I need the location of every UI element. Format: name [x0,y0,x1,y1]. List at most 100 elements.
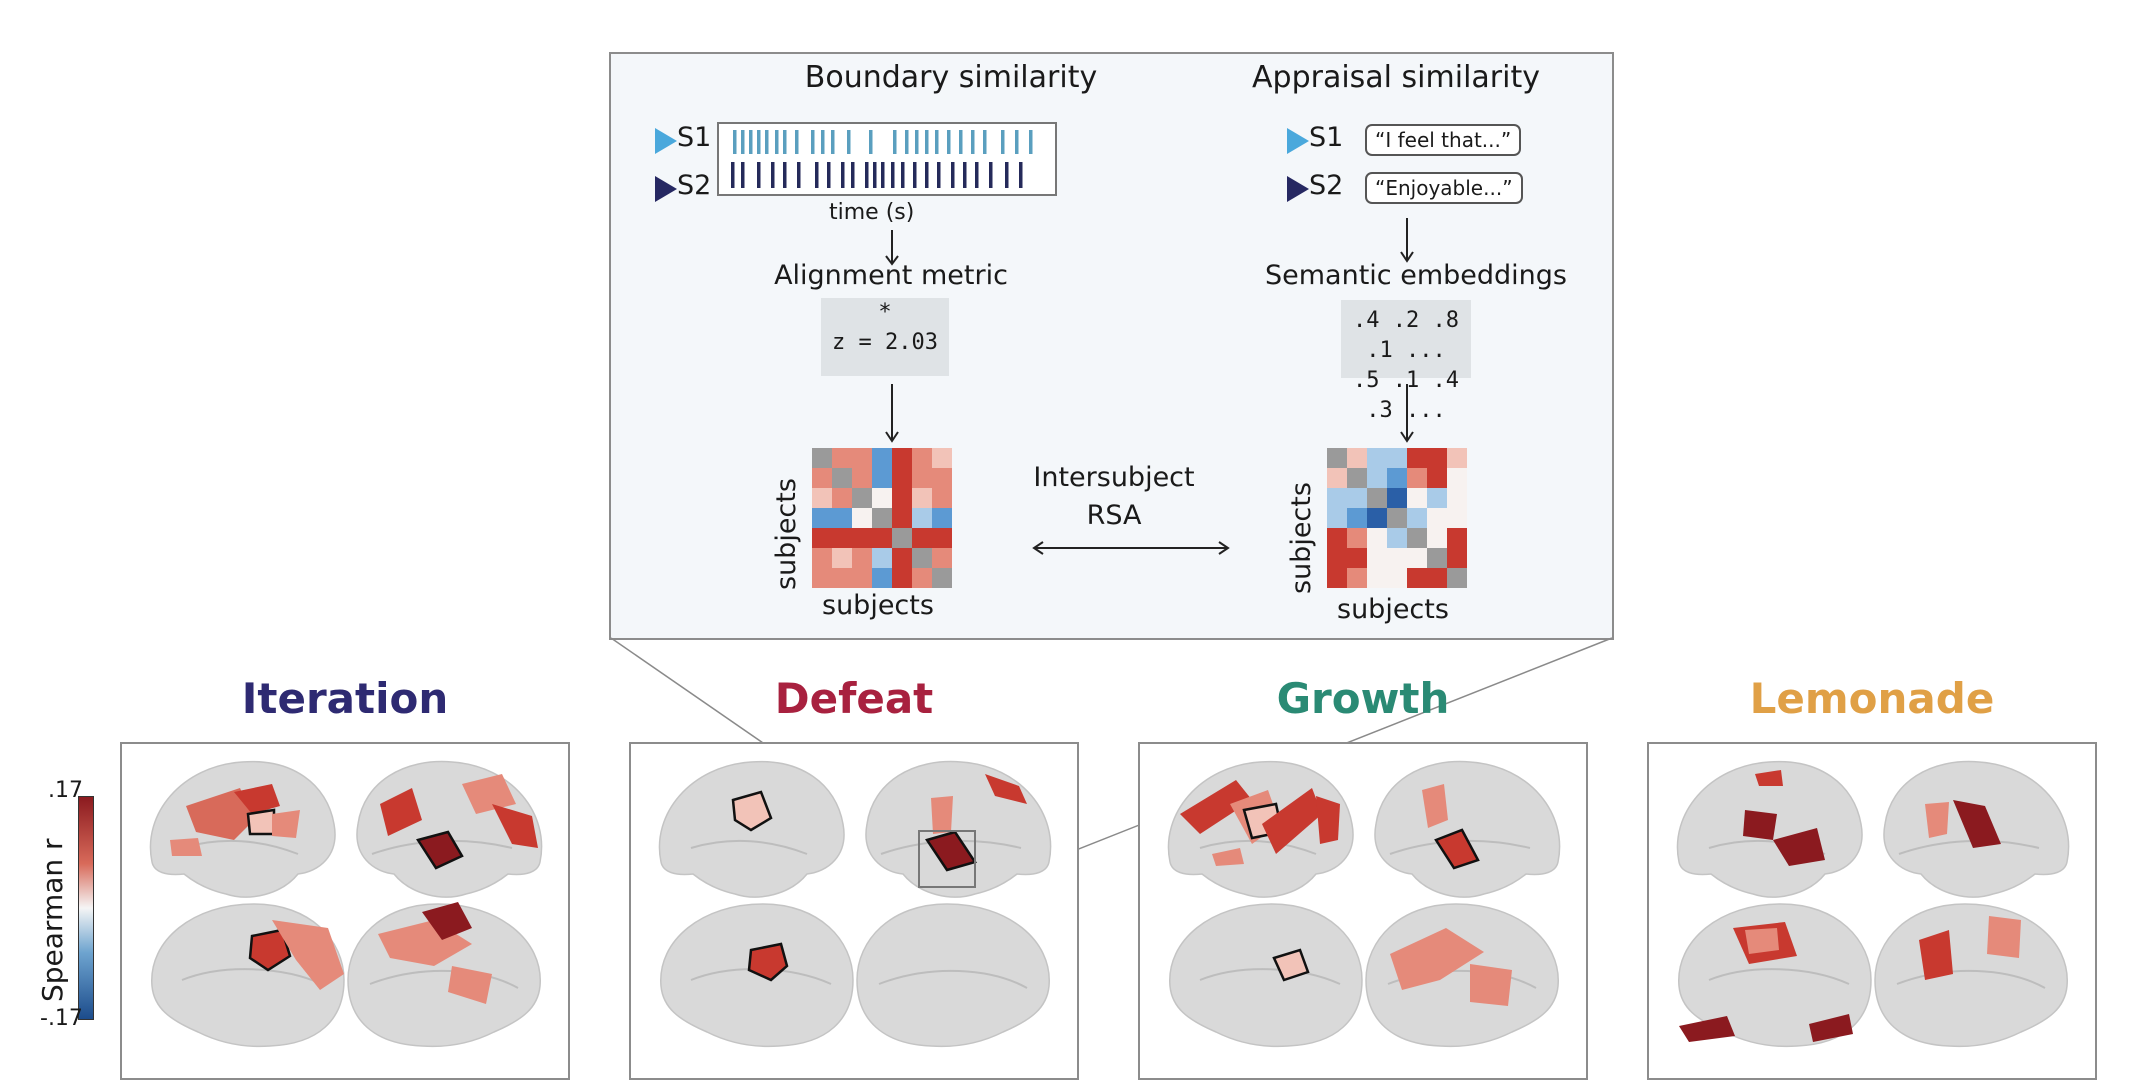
significance-star: * [878,300,892,325]
matrix-cell [812,568,833,588]
zoom-region-box [918,830,976,888]
s2-boundary-bar [741,162,745,188]
matrix-cell [1447,508,1467,529]
s1-boundary-bar [971,130,975,154]
s1-boundary-bar [983,130,987,154]
correlation-region [380,788,422,836]
s1-marker-icon [655,128,677,154]
s1-boundary-bar [775,130,779,154]
matrix-cell [1367,528,1388,549]
appraisal-similarity-matrix [1327,448,1467,588]
semantic-embeddings-label: Semantic embeddings [1265,260,1567,291]
matrix-cell [1407,548,1428,569]
lateral-right-hemisphere [1374,760,1561,898]
correlation-region [1809,1014,1853,1042]
correlation-region [1422,784,1448,828]
correlation-region [272,810,300,838]
rsa-label-line1: Intersubject [1033,462,1195,493]
matrix-cell [1387,468,1408,489]
matrix-cell [1347,548,1368,569]
appraisal-matrix-ylabel: subjects [1286,482,1317,594]
matrix-cell [832,488,853,509]
matrix-cell [1427,448,1448,469]
correlation-region [1987,916,2021,958]
s1-boundary-bar [831,130,835,154]
s2-boundary-bar [865,162,869,188]
rsa-label-line2: RSA [1086,500,1142,531]
colorbar-title: Spearman r [36,838,69,1002]
significant-region-outlined [747,942,789,982]
s1-boundary-bar [1001,130,1005,154]
s2-marker-icon [655,176,677,202]
matrix-cell [1387,548,1408,569]
matrix-cell [912,528,933,549]
significant-region-outlined [416,830,464,870]
matrix-cell [892,548,913,569]
embedding-row: .4 .2 .8 .1 ... [1353,308,1459,363]
colorbar-min-label: -.17 [40,1006,83,1031]
matrix-cell [1387,448,1408,469]
matrix-cell [872,568,893,588]
significant-region-outlined [246,808,276,836]
matrix-cell [832,448,853,469]
condition-title-defeat: Defeat [774,674,934,723]
s1-quote-bubble: “I feel that...” [1365,124,1522,156]
matrix-cell [872,488,893,509]
s2-boundary-bar [815,162,819,188]
matrix-cell [932,468,952,489]
matrix-cell [1347,528,1368,549]
matrix-cell [912,448,933,469]
boundary-similarity-matrix [812,448,952,588]
matrix-cell [932,528,952,549]
s2-boundary-bar [975,162,979,188]
boundary-s2-label: S2 [677,170,712,201]
matrix-cell [1407,488,1428,509]
brain-panel-iteration [120,742,570,1080]
condition-title-growth: Growth [1276,674,1450,723]
correlation-region [492,804,538,848]
s1-boundary-bar [915,130,919,154]
s2-boundary-bar [937,162,941,188]
matrix-cell [872,468,893,489]
matrix-cell [1367,508,1388,529]
matrix-cell [912,548,933,569]
matrix-cell [1407,508,1428,529]
matrix-cell [1447,548,1467,569]
matrix-cell [1347,568,1368,588]
down-arrow-icon [884,230,900,266]
matrix-cell [1387,488,1408,509]
alignment-metric-box: * z = 2.03 [821,298,949,376]
matrix-cell [892,488,913,509]
matrix-cell [832,468,853,489]
s2-boundary-bar [913,162,917,188]
matrix-cell [1387,568,1408,588]
matrix-cell [1327,568,1348,588]
s1-boundary-bar [749,130,753,154]
matrix-cell [1427,508,1448,529]
matrix-cell [1367,468,1388,489]
s1-boundary-bar [811,130,815,154]
medial-right-hemisphere [1874,903,2068,1048]
matrix-cell [1367,548,1388,569]
s1-boundary-bar [795,130,799,154]
appraisal-similarity-heading: Appraisal similarity [1252,60,1540,95]
s2-boundary-bar [989,162,993,188]
significant-region-outlined [731,790,773,832]
correlation-region [1470,964,1512,1006]
alignment-metric-label: Alignment metric [774,260,1008,291]
s2-boundary-bar [783,162,787,188]
s1-marker-icon [1287,128,1309,154]
s2-boundary-bar [797,162,801,188]
significant-region-outlined [1434,828,1480,870]
matrix-cell [1427,488,1448,509]
down-arrow-icon [1399,384,1415,444]
s2-quote-bubble: “Enjoyable...” [1365,172,1523,204]
matrix-cell [1327,488,1348,509]
event-boundary-timeline [717,122,1057,196]
correlation-region [1953,800,2001,848]
matrix-cell [812,488,833,509]
s1-boundary-bar [869,130,873,154]
matrix-cell [932,448,952,469]
s1-boundary-bar [925,130,929,154]
spearman-colorbar [78,796,94,1020]
